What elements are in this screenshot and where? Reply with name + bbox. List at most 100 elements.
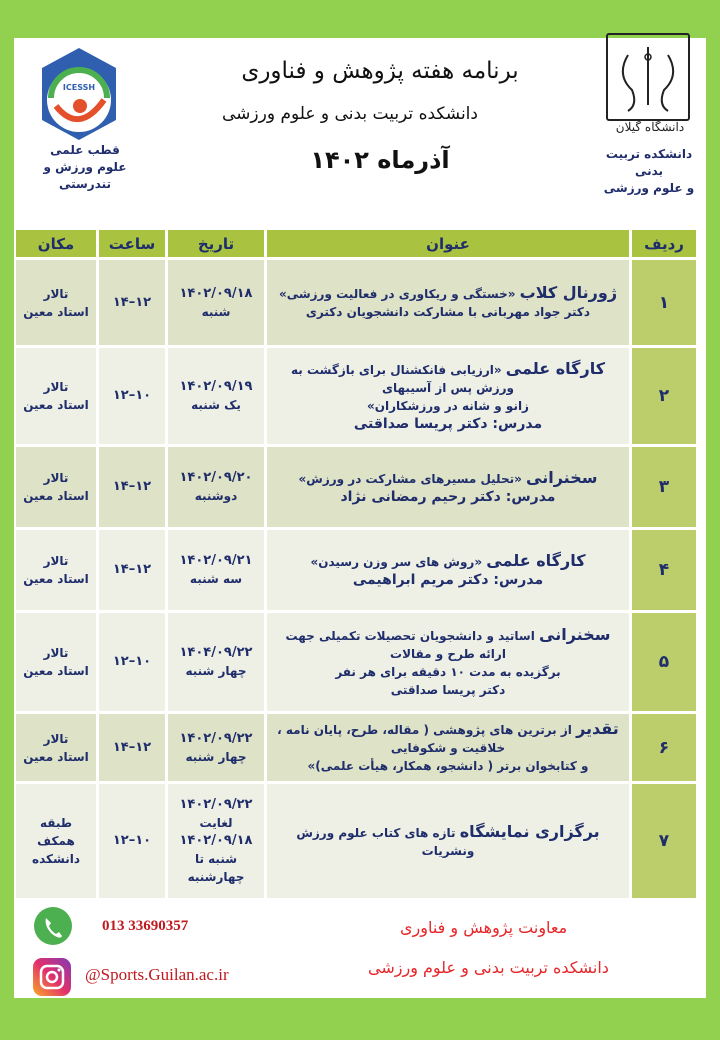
row-number: ۵ — [632, 613, 696, 711]
event-kind: برگزاری نمایشگاه — [459, 821, 600, 841]
event-time: ۱۰–۱۲ — [99, 348, 165, 444]
event-day3: چهارشنبه — [187, 870, 245, 884]
event-line: برگزیده به مدت ۱۰ دقیقه برای هر نفر — [335, 664, 561, 679]
event-date: ۱۴۰۲/۰۹/۲۱ — [179, 553, 253, 568]
place-line: استاد معین — [23, 749, 89, 764]
event-line: دکتر پریسا صداقتی — [390, 682, 506, 697]
event-title-cell: سخنرانی اساتید و دانشجویان تحصیلات تکمیل… — [267, 613, 629, 711]
event-kind: سخنرانی — [526, 467, 598, 487]
event-line: «ارزیابی فانکشنال برای بازگشت به ورزش پس… — [290, 362, 514, 395]
event-day2: شنبه تا — [194, 852, 238, 866]
event-title-cell: تقدیر از برترین های پژوهشی ( مقاله، طرح،… — [267, 714, 629, 781]
guilan-script: دانشگاه گیلان — [615, 120, 685, 134]
event-time: ۱۲–۱۴ — [99, 447, 165, 527]
event-line: مدرس: دکتر مریم ابراهیمی — [352, 571, 544, 588]
footer-org2: دانشکده تربیت بدنی و علوم ورزشی — [368, 958, 609, 977]
event-time: ۱۰–۱۲ — [99, 784, 165, 898]
event-date-cell: ۱۴۰۲/۰۹/۲۲ چهار شنبه — [168, 714, 264, 781]
event-date: ۱۴۰۲/۰۹/۱۹ — [179, 379, 253, 394]
event-day: چهار شنبه — [185, 664, 247, 678]
event-place-cell: تالار استاد معین — [16, 530, 96, 610]
place-line: تالار — [43, 471, 69, 485]
event-day: سه شنبه — [189, 572, 243, 586]
table-row: ۴ کارگاه علمی «روش های سر وزن رسیدن» مدرس… — [16, 530, 696, 610]
place-line: تالار — [43, 646, 69, 660]
place-line: طبقه همکف — [37, 816, 75, 848]
event-line: «روش های سر وزن رسیدن» — [310, 554, 483, 569]
event-time: ۱۲–۱۴ — [99, 530, 165, 610]
place-line: استاد معین — [23, 664, 89, 678]
place-line: استاد معین — [23, 398, 89, 412]
event-time: ۱۰–۱۲ — [99, 613, 165, 711]
event-kind: کارگاه علمی — [486, 550, 586, 570]
event-place-cell: تالار استاد معین — [16, 714, 96, 781]
event-date: ۱۴۰۲/۰۹/۲۲ — [179, 797, 253, 812]
table-row: ۶ تقدیر از برترین های پژوهشی ( مقاله، طر… — [16, 714, 696, 781]
table-row: ۱ ژورنال کلاب «خستگی و ریکاوری در فعالیت… — [16, 260, 696, 345]
event-line: اساتید و دانشجویان تحصیلات تکمیلی جهت ار… — [285, 628, 535, 661]
place-line: استاد معین — [23, 304, 89, 319]
instagram-icon — [33, 958, 71, 996]
row-number: ۶ — [632, 714, 696, 781]
phone-number[interactable]: 013 33690357 — [102, 918, 189, 934]
table-row: ۲ کارگاه علمی «ارزیابی فانکشنال برای باز… — [16, 348, 696, 444]
icessh-logo: ICESSH — [42, 48, 116, 140]
event-line: مدرس: دکتر رحیم رمضانی نژاد — [340, 488, 556, 505]
event-date-cell: ۱۴۰۲/۰۹/۲۰ دوشنبه — [168, 447, 264, 527]
event-place-cell: تالار استاد معین — [16, 260, 96, 345]
place-line: تالار — [43, 286, 69, 301]
event-kind: کارگاه علمی — [505, 358, 606, 378]
table-header: ردیف عنوان تاریخ ساعت مکان — [16, 230, 696, 257]
footer — [14, 900, 706, 998]
table-row: ۵ سخنرانی اساتید و دانشجویان تحصیلات تکم… — [16, 613, 696, 711]
event-day: یک شنبه — [191, 398, 241, 412]
event-line: «تحلیل مسیرهای مشارکت در ورزش» — [298, 471, 522, 486]
guilan-university-logo — [606, 33, 690, 121]
row-number: ۴ — [632, 530, 696, 610]
place-line: تالار — [43, 380, 69, 394]
event-line: و کتابخوان برتر ( دانشجو، همکار، هیأت عل… — [307, 759, 589, 773]
event-time: ۱۲–۱۴ — [99, 714, 165, 781]
event-day: شنبه — [201, 304, 231, 319]
event-place-cell: تالار استاد معین — [16, 447, 96, 527]
event-date: ۱۴۰۴/۰۹/۲۲ — [179, 645, 253, 660]
event-line: دکتر جواد مهربانی با مشارکت دانشجویان دک… — [305, 305, 591, 319]
event-line: زانو و شانه در ورزشکاران» — [367, 398, 529, 413]
event-date-cell: ۱۴۰۲/۰۹/۲۲ لغایت ۱۴۰۲/۰۹/۱۸ شنبه تا چهارشنبه — [168, 784, 264, 898]
row-number: ۳ — [632, 447, 696, 527]
event-kind: ژورنال کلاب — [519, 283, 618, 302]
footer-org1: معاونت پژوهش و فناوری — [400, 918, 568, 937]
page-month: آذرماه ۱۴۰۲ — [310, 146, 450, 174]
event-kind: تقدیر — [576, 719, 619, 738]
place-line: تالار — [43, 554, 69, 568]
schedule-table: ردیف عنوان تاریخ ساعت مکان ۱ ژورنال کلاب… — [13, 227, 699, 901]
event-date-cell: ۱۴۰۲/۰۹/۲۱ سه شنبه — [168, 530, 264, 610]
row-number: ۲ — [632, 348, 696, 444]
event-day: لغایت — [199, 816, 233, 830]
event-date: ۱۴۰۲/۰۹/۲۰ — [179, 470, 253, 485]
event-line: تازه های کتاب علوم ورزش ونشریات — [296, 825, 475, 858]
row-number: ۷ — [632, 784, 696, 898]
event-date-cell: ۱۴۰۲/۰۹/۱۹ یک شنبه — [168, 348, 264, 444]
place-line: تالار — [43, 731, 69, 746]
instagram-handle[interactable]: @Sports.Guilan.ac.ir — [85, 965, 229, 984]
event-kind: سخنرانی — [539, 624, 611, 644]
event-title-cell: کارگاه علمی «روش های سر وزن رسیدن» مدرس: … — [267, 530, 629, 610]
svg-text:ICESSH: ICESSH — [63, 83, 95, 92]
event-title-cell: سخنرانی «تحلیل مسیرهای مشارکت در ورزش» مد… — [267, 447, 629, 527]
table-row: ۷ برگزاری نمایشگاه تازه های کتاب علوم ور… — [16, 784, 696, 898]
place-line: استاد معین — [23, 489, 89, 503]
page-subtitle: دانشکده تربیت بدنی و علوم ورزشی — [222, 104, 478, 124]
event-title-cell: کارگاه علمی «ارزیابی فانکشنال برای بازگش… — [267, 348, 629, 444]
event-date-cell: ۱۴۰۲/۰۹/۱۸ شنبه — [168, 260, 264, 345]
left-logo-caption: قطب علمی علوم ورزش و تندرستی — [43, 143, 127, 191]
event-title-cell: ژورنال کلاب «خستگی و ریکاوری در فعالیت و… — [267, 260, 629, 345]
event-place-cell: تالار استاد معین — [16, 348, 96, 444]
page-title: برنامه هفته پژوهش و فناوری — [241, 58, 519, 84]
event-day: چهار شنبه — [185, 749, 247, 764]
event-line: مدرس: دکتر پریسا صداقتی — [353, 415, 543, 432]
event-day: دوشنبه — [194, 489, 238, 503]
right-logo-caption: دانشکده تربیت بدنی و علوم ورزشی — [603, 147, 695, 195]
event-title-cell: برگزاری نمایشگاه تازه های کتاب علوم ورزش… — [267, 784, 629, 898]
event-date: ۱۴۰۲/۰۹/۲۲ — [179, 730, 253, 746]
